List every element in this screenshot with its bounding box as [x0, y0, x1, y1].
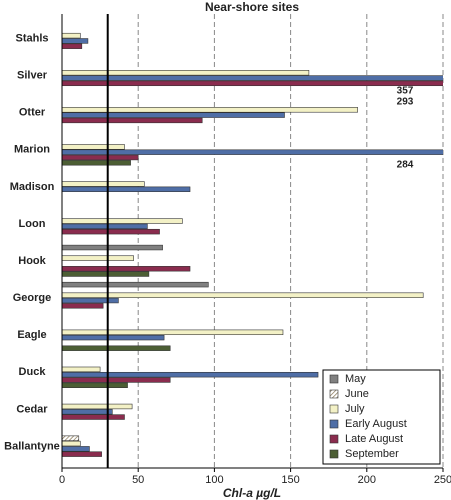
legend-label: Late August [345, 433, 403, 445]
legend-label: September [345, 448, 399, 460]
category-label: George [13, 292, 52, 304]
bar [62, 75, 443, 81]
value-label: 357 [397, 85, 414, 96]
bar [62, 70, 310, 76]
bar [62, 329, 284, 336]
bar [62, 377, 171, 383]
value-label: 284 [397, 159, 414, 170]
bar [62, 414, 125, 420]
bar [62, 271, 150, 277]
x-tick-label: 50 [132, 474, 144, 486]
category-label: Duck [19, 366, 47, 378]
legend-box [322, 369, 441, 465]
x-tick-label: 0 [59, 474, 65, 486]
x-axis-label: Chl-a µg/L [223, 486, 281, 500]
legend-label: June [345, 388, 369, 400]
plot-area [62, 32, 443, 457]
bar [62, 223, 148, 230]
bar [62, 154, 139, 161]
bar [62, 366, 101, 373]
bar [62, 107, 358, 113]
category-label: Loon [19, 218, 46, 230]
x-tick-label: 250 [434, 474, 451, 486]
category-label: Stahls [15, 32, 48, 44]
legend-swatch [329, 374, 339, 384]
bar [62, 218, 183, 224]
bar [62, 43, 83, 49]
bar [62, 371, 319, 378]
bar [62, 446, 90, 452]
bar [62, 160, 131, 166]
bar [62, 440, 81, 447]
legend-swatch [329, 389, 339, 399]
bar [62, 435, 80, 441]
bar [62, 144, 125, 150]
category-label: Silver [17, 70, 48, 82]
bar [62, 281, 209, 288]
category-label: Ballantyne [4, 440, 60, 452]
bar [62, 297, 119, 304]
bar [62, 345, 171, 351]
bar [62, 112, 285, 118]
legend-label: May [345, 373, 366, 385]
x-tick-label: 150 [281, 474, 299, 486]
legend-swatch [329, 449, 339, 459]
legend-label: July [345, 403, 365, 415]
legend-swatch [329, 419, 339, 429]
bar [62, 334, 165, 341]
category-label: Eagle [17, 329, 46, 341]
category-label: Marion [14, 144, 50, 156]
chart-title: Near-shore sites [205, 0, 299, 14]
bar [62, 228, 160, 235]
bar [62, 255, 134, 261]
value-label: 293 [397, 97, 414, 108]
bar [62, 181, 145, 187]
category-label: Madison [10, 181, 55, 193]
bar [62, 32, 81, 39]
category-label: Cedar [16, 403, 48, 415]
bar [62, 186, 191, 192]
legend-label: Early August [345, 418, 407, 430]
bar [62, 38, 89, 44]
bar [62, 292, 424, 298]
bar [62, 403, 133, 410]
bar [62, 409, 113, 415]
bar [62, 266, 191, 272]
bar [62, 117, 203, 124]
x-tick-label: 100 [205, 474, 223, 486]
bar [62, 80, 443, 87]
bar [62, 382, 128, 388]
bar [62, 244, 163, 251]
category-label: Hook [18, 255, 46, 267]
bar [62, 303, 104, 309]
bar [62, 149, 443, 155]
legend-swatch [329, 404, 339, 414]
x-tick-label: 200 [358, 474, 376, 486]
legend-swatch [329, 434, 339, 444]
category-label: Otter [19, 107, 46, 119]
bar [62, 451, 102, 457]
